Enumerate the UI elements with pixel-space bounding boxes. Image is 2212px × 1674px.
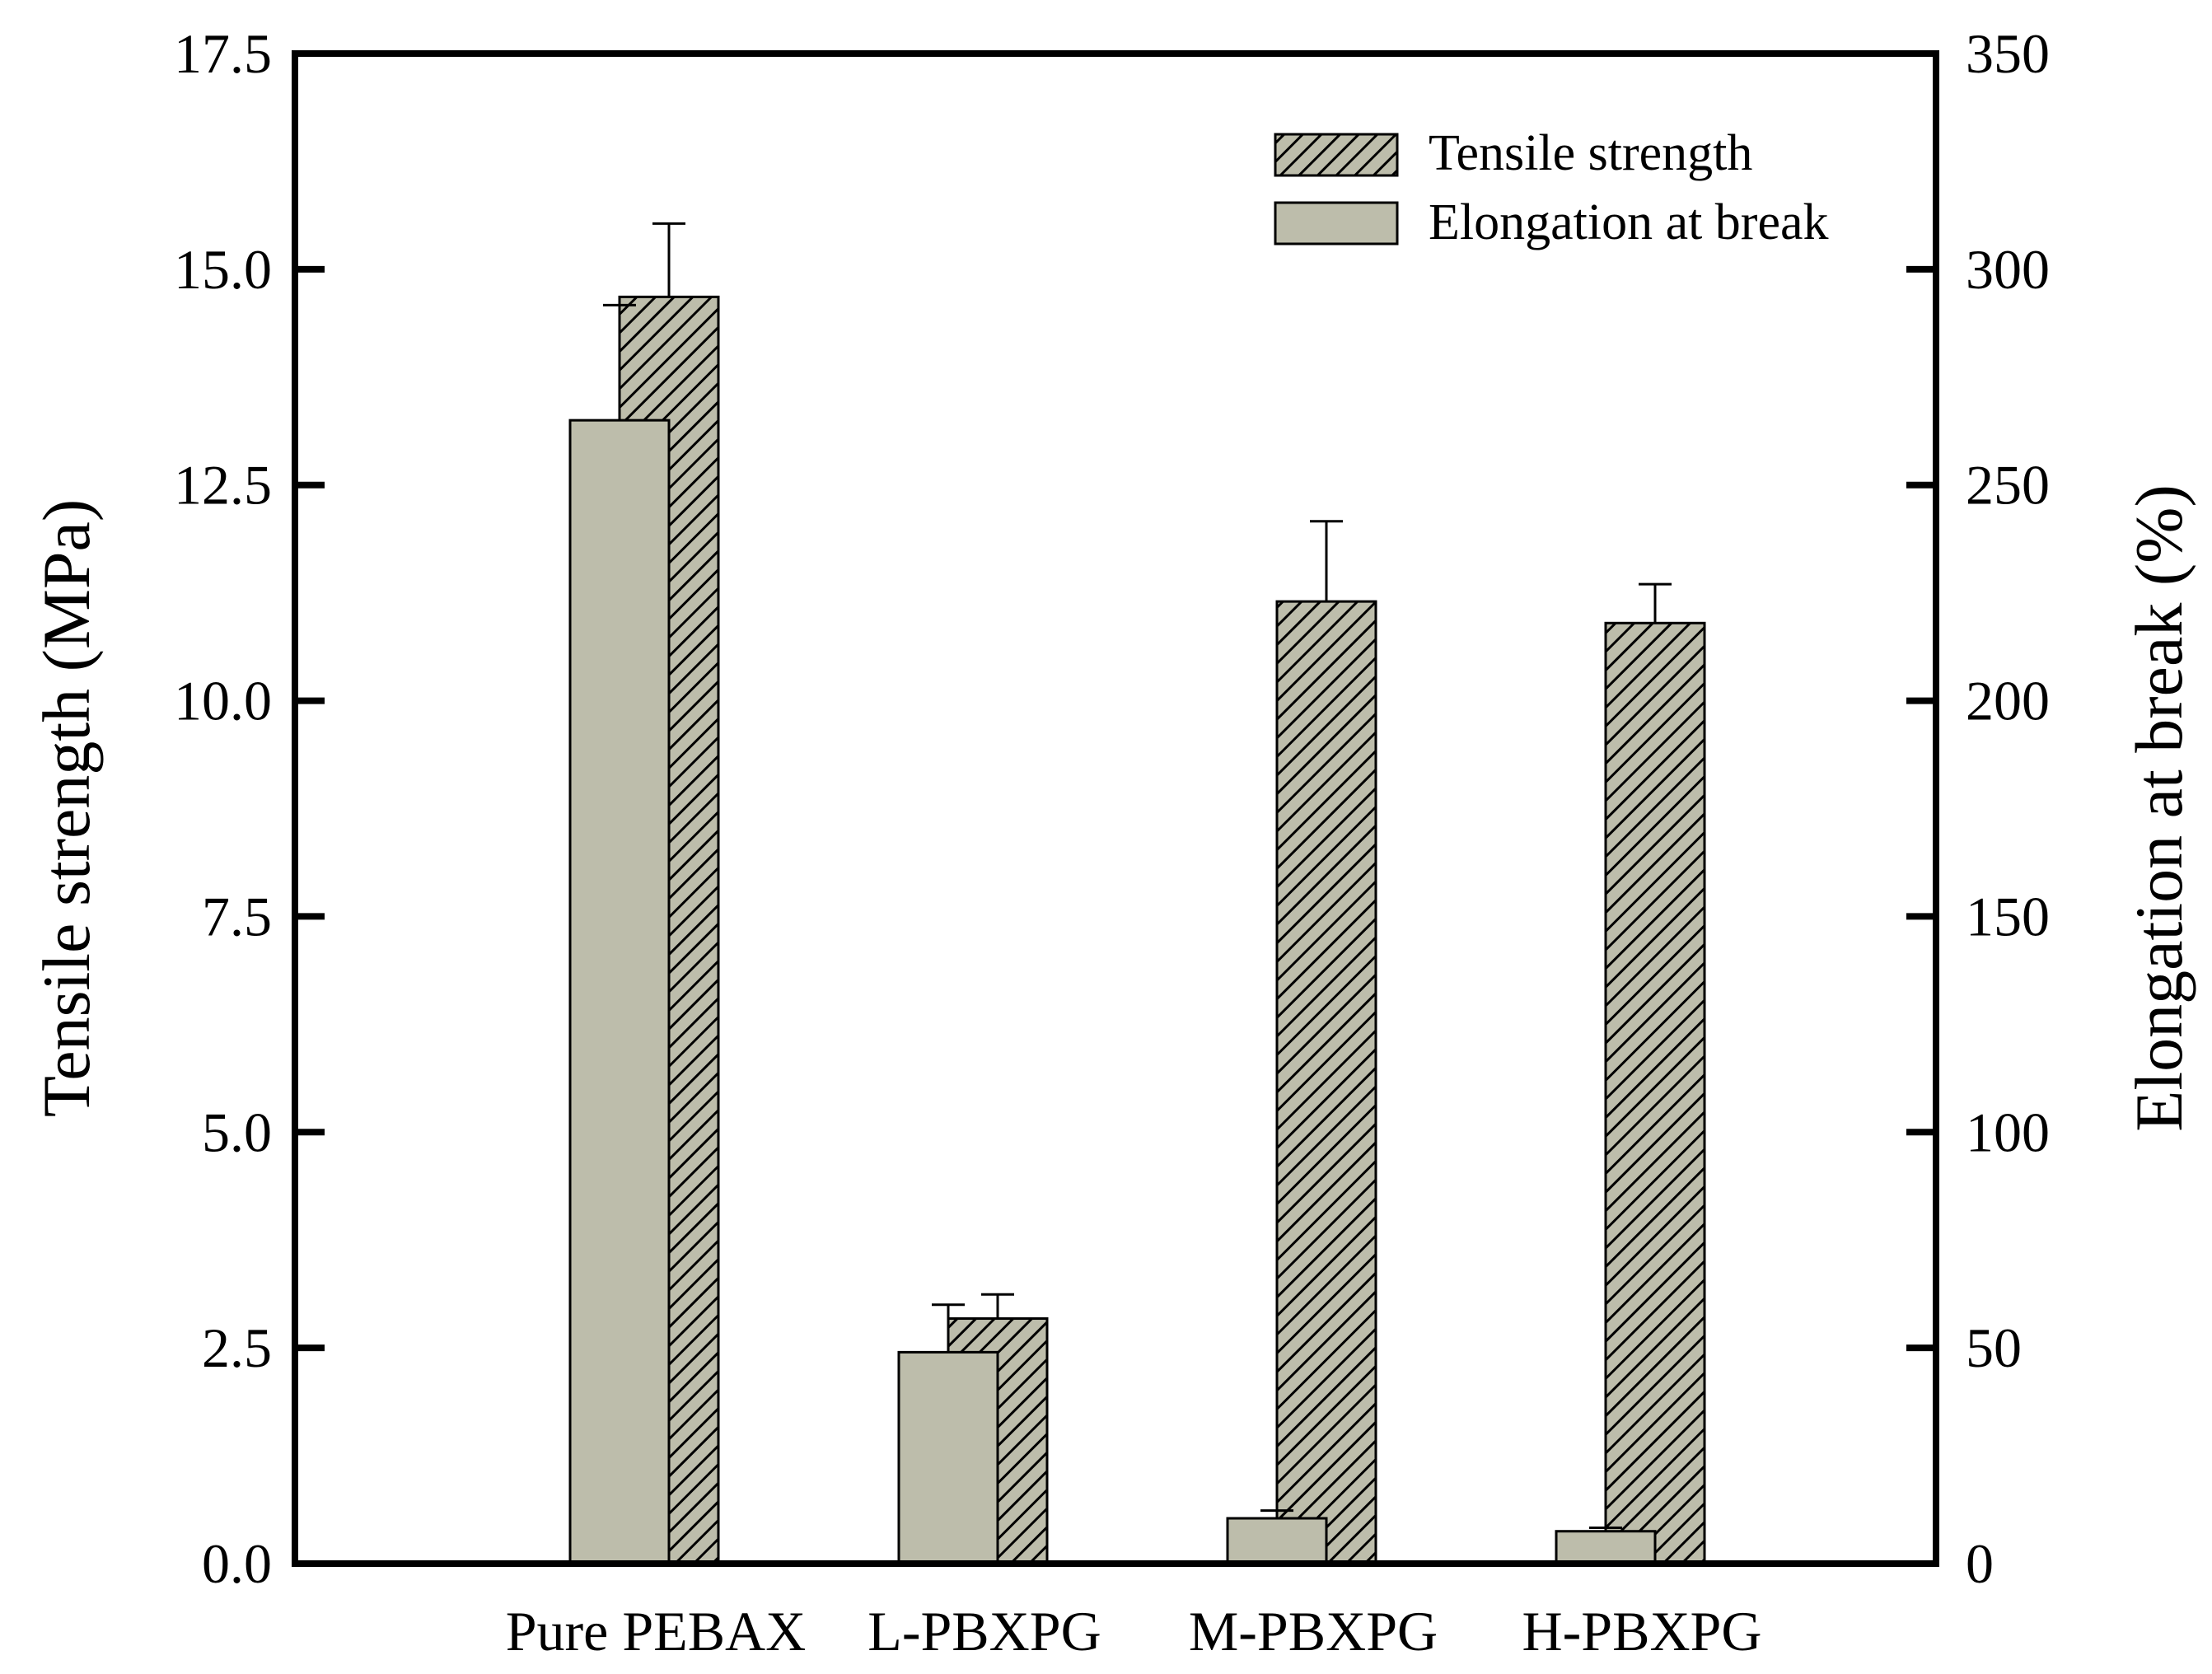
left-axis-title: Tensile strength (MPa) [29,499,104,1117]
error-bar-elongation-at-break [932,1303,965,1353]
right-tick-label: 0 [1966,1532,1994,1595]
error-bar-tensile-strength [652,222,685,297]
right-tick-label: 300 [1966,238,2050,301]
right-tick-label: 350 [1966,22,2050,85]
left-tick-label: 0.0 [202,1532,272,1595]
bar-elongation-at-break [1226,1517,1328,1565]
legend-swatch-tensile-strength [1274,133,1399,177]
left-tick-label: 12.5 [174,454,272,517]
right-tick-label: 150 [1966,885,2050,947]
left-tick-label: 5.0 [202,1101,272,1163]
left-axis: 0.0 2.5 5.0 7.5 10.0 12.5 15.0 17.5 [174,22,325,1595]
category-label: L-PBXPG [867,1600,1101,1662]
legend-label-tensile-strength: Tensile strength [1429,125,1752,181]
error-bar-tensile-strength [1310,520,1343,602]
category-axis: Pure PEBAX L-PBXPG M-PBXPG H-PBXPG [506,1600,1762,1662]
left-tick-label: 7.5 [202,885,272,947]
right-tick-label: 200 [1966,670,2050,732]
legend: Tensile strength Elongation at break [1274,125,1829,250]
left-tick-label: 2.5 [202,1316,272,1379]
right-tick-label: 100 [1966,1101,2050,1163]
bar-tensile-strength [1275,600,1377,1565]
right-axis: 0 50 100 150 200 250 300 350 [1906,22,2050,1595]
bars-layer [568,295,1706,1565]
error-bar-elongation-at-break [1589,1527,1622,1531]
legend-swatch-elongation-at-break [1274,201,1399,245]
bar-elongation-at-break [897,1350,999,1565]
right-tick-label: 50 [1966,1316,2022,1379]
category-label: H-PBXPG [1522,1600,1762,1662]
bar-elongation-at-break [568,418,671,1565]
category-label: M-PBXPG [1189,1600,1438,1662]
bar-tensile-strength [1604,621,1706,1565]
left-tick-label: 10.0 [174,670,272,732]
left-tick-label: 17.5 [174,22,272,85]
error-bar-elongation-at-break [603,303,636,421]
legend-label-elongation-at-break: Elongation at break [1429,194,1829,250]
left-tick-label: 15.0 [174,238,272,301]
plot-frame [292,50,1939,1567]
error-bar-tensile-strength [981,1293,1014,1319]
right-axis-title: Elongation at break (%) [2121,484,2196,1132]
error-bars-layer [603,222,1672,1531]
error-bar-elongation-at-break [1260,1509,1293,1519]
category-label: Pure PEBAX [506,1600,807,1662]
bar-elongation-at-break [1555,1530,1657,1565]
error-bar-tensile-strength [1639,582,1672,624]
right-tick-label: 250 [1966,454,2050,517]
